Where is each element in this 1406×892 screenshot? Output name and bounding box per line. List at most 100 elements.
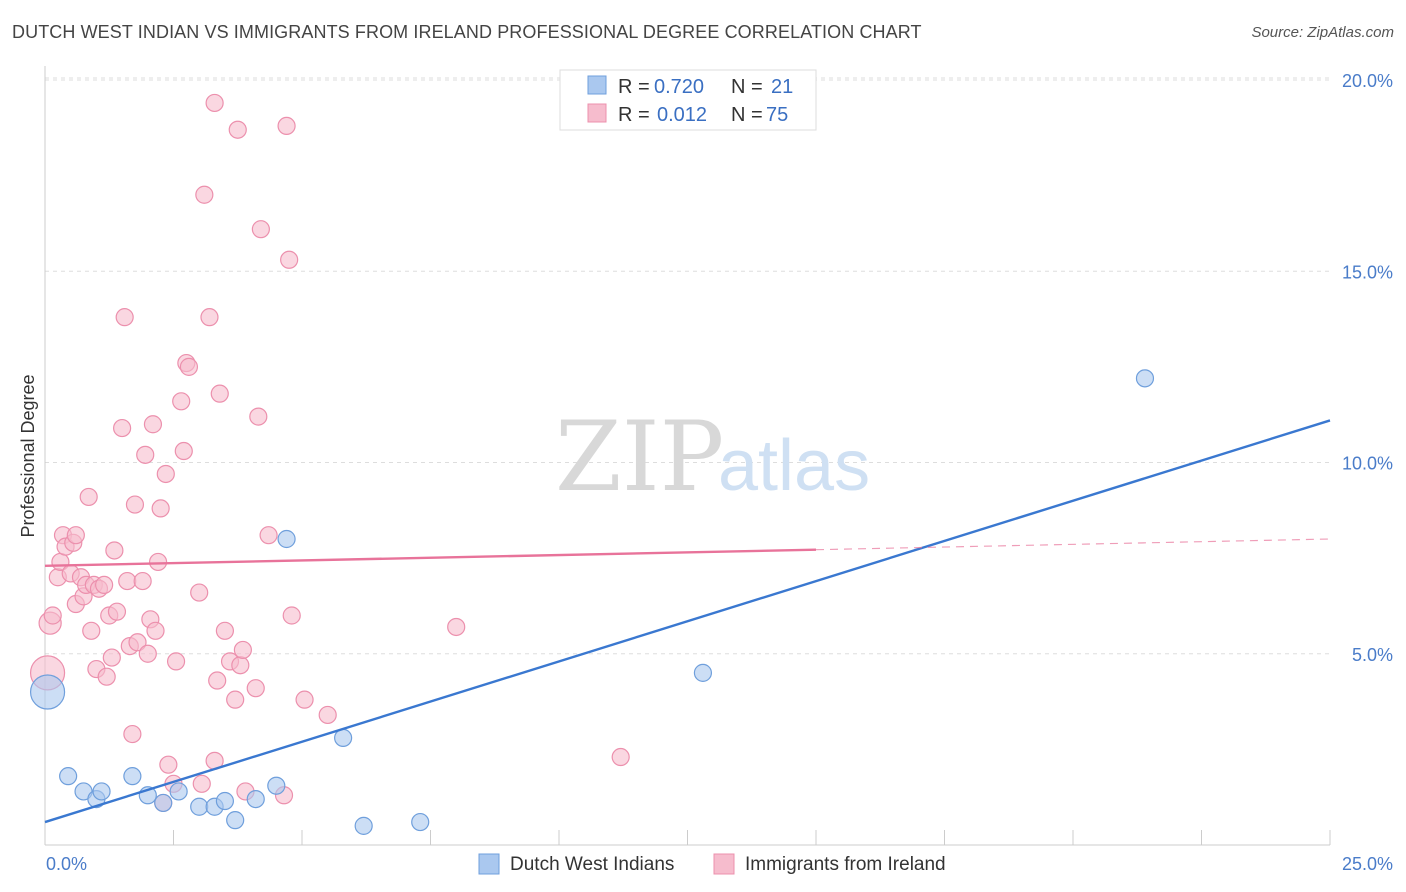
- ireland-point-62: [233, 640, 252, 660]
- ireland-point-19: [95, 575, 114, 595]
- ireland-point-49: [190, 583, 209, 602]
- dutch-point-15: [277, 529, 296, 549]
- ireland-point-38: [148, 552, 168, 572]
- trend-line-ireland-extension: [815, 538, 1331, 551]
- legend-item-dutch-west-indians-swatch: [478, 853, 500, 875]
- ireland-point-37: [146, 621, 165, 640]
- y-tick-label-0: 5.0%: [1352, 645, 1393, 665]
- ireland-point-57: [215, 621, 234, 640]
- ireland-point-53: [205, 93, 224, 113]
- x-tick-labels: 0.0% 25.0%: [46, 854, 1393, 874]
- axes: [44, 66, 1331, 846]
- dutch-point-11: [215, 791, 234, 811]
- dutch-point-8: [169, 782, 188, 801]
- ireland-point-26: [115, 308, 134, 327]
- dutch-point-18: [411, 812, 430, 832]
- trend-lines: [44, 419, 1331, 824]
- x-tick-label-0: 0.0%: [46, 854, 87, 874]
- dutch-point-4: [92, 782, 111, 801]
- dutch-point-13: [246, 789, 265, 809]
- chart-title: DUTCH WEST INDIAN VS IMMIGRANTS FROM IRE…: [12, 22, 922, 42]
- legend-r-label-pink: R =: [618, 104, 650, 126]
- legend-n-value-blue: 21: [771, 76, 793, 98]
- dutch-point-17: [354, 816, 373, 835]
- legend-n-label-pink: N =: [731, 104, 763, 126]
- ireland-point-30: [125, 495, 145, 514]
- dutch-point-0: [29, 674, 66, 710]
- dutch-point-1: [59, 767, 78, 786]
- trend-line-ireland: [44, 548, 817, 567]
- ireland-point-55: [208, 671, 227, 690]
- series-ireland-points: [29, 93, 630, 813]
- ireland-point-45: [172, 392, 191, 411]
- x-tick-label-1: 25.0%: [1342, 854, 1393, 874]
- ireland-point-73: [318, 705, 337, 725]
- ireland-point-20: [97, 667, 116, 686]
- trend-line-dutch-west-indians: [44, 419, 1331, 824]
- ireland-point-32: [133, 571, 152, 591]
- grid-lines: [45, 77, 1330, 655]
- y-axis-label: Professional Degree: [18, 374, 38, 537]
- ireland-point-60: [228, 120, 247, 139]
- ireland-point-15: [82, 621, 101, 640]
- ireland-point-71: [282, 606, 301, 625]
- legend-r-value-pink: 0.012: [657, 104, 707, 126]
- ireland-point-22: [102, 648, 121, 667]
- ireland-point-69: [277, 116, 296, 136]
- ireland-point-52: [200, 308, 219, 327]
- ireland-point-2: [43, 606, 62, 625]
- ireland-point-44: [166, 652, 186, 671]
- legend-swatch-pink: [587, 103, 607, 123]
- ireland-point-29: [123, 724, 142, 744]
- watermark: ZIP atlas: [555, 401, 870, 513]
- y-tick-labels: 5.0% 10.0% 15.0% 20.0%: [1342, 71, 1393, 665]
- series-dutch-west-indians-points: [29, 369, 1155, 835]
- ireland-point-24: [107, 602, 127, 621]
- ireland-point-74: [447, 617, 466, 637]
- watermark-zip: ZIP: [555, 401, 724, 513]
- legend-item-ireland: Immigrants from Ireland: [745, 854, 946, 875]
- ireland-point-42: [159, 755, 178, 774]
- watermark-atlas: atlas: [718, 426, 870, 506]
- dutch-point-12: [226, 811, 245, 830]
- dutch-point-9: [190, 797, 209, 816]
- ireland-point-23: [105, 541, 124, 560]
- ireland-point-46: [174, 441, 193, 461]
- source-label: Source: ZipAtlas.com: [1251, 24, 1394, 41]
- ireland-point-27: [118, 571, 137, 591]
- dutch-point-7: [154, 793, 173, 813]
- ireland-point-34: [138, 644, 157, 663]
- legend-swatch-blue: [587, 75, 607, 95]
- legend-series: Dutch West Indians Immigrants from Irela…: [478, 853, 946, 875]
- ireland-point-65: [249, 407, 268, 426]
- dutch-point-19: [693, 663, 713, 682]
- dutch-point-20: [1135, 369, 1155, 388]
- legend-n-label-blue: N =: [731, 76, 763, 98]
- ireland-point-75: [611, 747, 630, 767]
- ireland-point-31: [128, 633, 147, 652]
- legend-r-value-blue: 0.720: [654, 76, 704, 98]
- legend-item-ireland-swatch: [713, 853, 735, 875]
- ireland-point-50: [192, 774, 211, 793]
- ireland-point-48: [179, 357, 199, 376]
- legend-stats: R = 0.720 N = 21 R = 0.012 N = 75: [559, 69, 817, 131]
- ireland-point-59: [226, 690, 245, 709]
- y-tick-label-1: 10.0%: [1342, 454, 1393, 474]
- ireland-point-67: [259, 526, 278, 545]
- ireland-point-9: [66, 526, 85, 545]
- dutch-point-14: [267, 776, 286, 795]
- ireland-point-61: [231, 656, 250, 675]
- ireland-point-56: [210, 384, 229, 403]
- ireland-point-64: [246, 679, 265, 698]
- ireland-point-41: [156, 464, 175, 484]
- y-tick-label-3: 20.0%: [1342, 71, 1393, 91]
- ireland-point-51: [195, 185, 214, 204]
- y-tick-label-2: 15.0%: [1342, 262, 1393, 282]
- ireland-point-66: [251, 220, 270, 239]
- ireland-point-36: [143, 415, 163, 434]
- ireland-point-14: [79, 487, 98, 507]
- ireland-point-72: [295, 690, 314, 709]
- dutch-point-5: [123, 767, 142, 786]
- ireland-point-70: [280, 250, 299, 269]
